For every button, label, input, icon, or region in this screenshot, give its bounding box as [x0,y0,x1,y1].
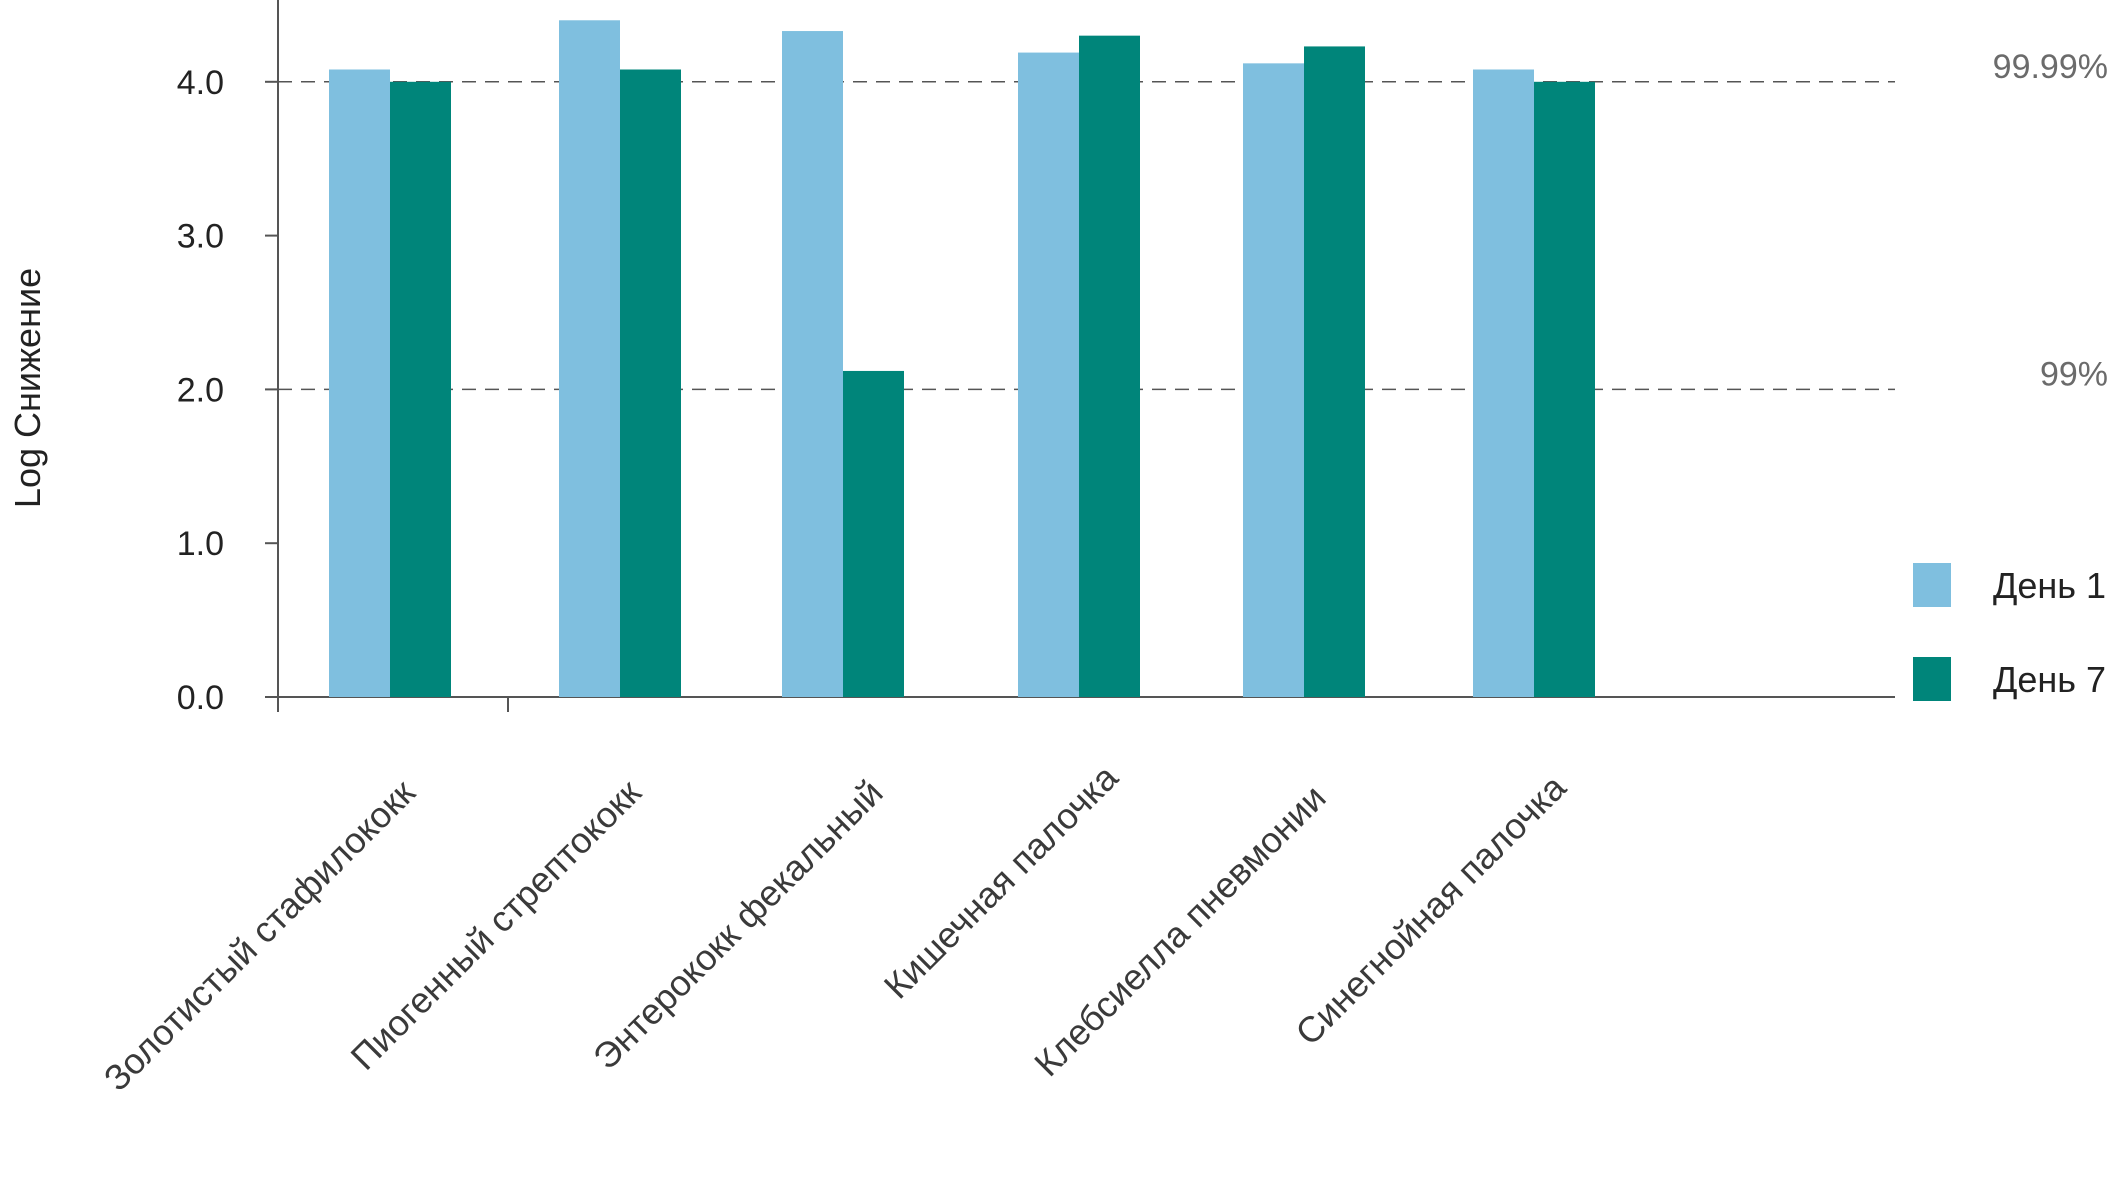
legend-swatch [1913,657,1951,701]
y-tick-label: 1.0 [177,525,224,563]
legend-swatch [1913,563,1951,607]
bar [329,69,390,698]
bar [782,31,843,697]
bar [1473,69,1534,698]
y-axis-title: Log Снижение [7,268,48,508]
bar [620,69,681,698]
bar [1304,46,1365,697]
bar [1018,52,1079,697]
reference-line-label: 99.99% [1993,48,2108,86]
bar [1079,35,1140,698]
y-tick-label: 4.0 [177,64,224,102]
bar [843,370,904,697]
category-label: Кишечная палочка [876,756,1127,1007]
y-tick-label: 3.0 [177,218,224,256]
category-label: Синегнойная палочка [1287,766,1574,1053]
y-tick-label: 0.0 [177,679,224,717]
bar [559,20,620,697]
legend-label: День 1 [1993,565,2106,606]
bar [1243,63,1304,698]
legend-label: День 7 [1993,659,2106,700]
bar [390,81,451,698]
reference-line-label: 99% [2040,355,2108,393]
y-tick-label: 2.0 [177,371,224,409]
bar [1534,81,1595,698]
